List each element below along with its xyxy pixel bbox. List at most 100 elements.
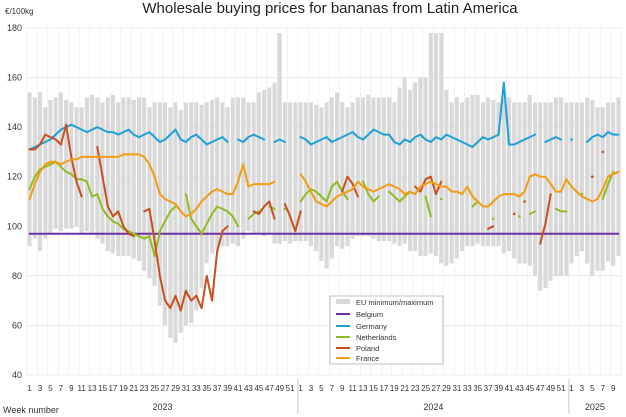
band-bar [173, 102, 178, 343]
band-bar [69, 102, 74, 229]
band-bar [564, 102, 569, 276]
series-line-france [28, 153, 276, 218]
band-bar [501, 97, 506, 254]
series-line-poland [487, 225, 495, 230]
series-point-netherlands [439, 197, 443, 201]
x-tick-label: 33 [192, 384, 201, 393]
band-bar [303, 102, 308, 242]
series-poland [28, 123, 605, 312]
x-tick-label: 31 [181, 384, 190, 393]
band-bar [324, 102, 329, 269]
x-tick-label: 47 [265, 384, 274, 393]
band-bar [454, 97, 459, 259]
band-bar [298, 102, 303, 242]
band-bar [251, 102, 256, 234]
x-tick-label: 47 [536, 384, 545, 393]
series-line-france [299, 170, 620, 208]
band-bar [209, 99, 214, 254]
band-bar [387, 97, 392, 242]
x-tick-label: 19 [119, 384, 128, 393]
x-tick-label: 3 [38, 384, 43, 393]
series-point-poland [591, 175, 594, 178]
x-tick-label: 3 [580, 384, 585, 393]
x-tick-label: 21 [129, 384, 138, 393]
year-label: 2024 [423, 402, 443, 412]
band-bar [142, 97, 147, 271]
x-tick-label: 13 [359, 384, 368, 393]
band-bar [522, 102, 527, 264]
band-bar [350, 102, 355, 239]
x-axis-label: Week number [3, 405, 59, 415]
series-line-poland [252, 200, 276, 220]
band-bar [480, 102, 485, 247]
band-bar [137, 97, 142, 261]
band-bar [157, 102, 162, 306]
band-bar [64, 99, 69, 229]
band-bar [90, 94, 95, 234]
band-bar [230, 97, 235, 244]
x-tick-label: 17 [109, 384, 118, 393]
y-tick-label: 40 [12, 370, 22, 380]
y-tick-labels: 40 60 80 100 120 140 160 180 [7, 23, 22, 380]
band-bar [163, 102, 168, 326]
band-bar [616, 97, 621, 257]
band-bar [329, 97, 334, 259]
band-bar [449, 102, 454, 264]
x-tick-label: 15 [98, 384, 107, 393]
y-tick-label: 120 [7, 172, 22, 182]
legend-entry-france: France [356, 354, 379, 363]
x-tick-label: 9 [611, 384, 616, 393]
series-line-germany [237, 133, 266, 143]
band-bar [496, 102, 501, 247]
band-bar [402, 77, 407, 244]
legend-entry-belgium: Belgium [356, 310, 383, 319]
x-tick-label: 15 [369, 384, 378, 393]
x-tick-label: 17 [379, 384, 388, 393]
band-bar [559, 97, 564, 276]
x-tick-label: 7 [59, 384, 64, 393]
x-tick-label: 37 [213, 384, 222, 393]
band-bar [277, 32, 282, 244]
series-line-poland [28, 123, 83, 198]
legend-band-swatch [336, 299, 350, 304]
band-bar [407, 89, 412, 252]
x-tick-label: 49 [546, 384, 555, 393]
band-bar [183, 102, 188, 326]
band-bar [147, 107, 152, 279]
x-tick-label: 35 [473, 384, 482, 393]
x-tick-label: 7 [601, 384, 606, 393]
x-tick-label: 43 [244, 384, 253, 393]
x-tick-label: 5 [48, 384, 53, 393]
x-tick-label: 33 [463, 384, 472, 393]
band-bar [590, 99, 595, 276]
series-line-germany [544, 136, 563, 143]
band-bar [204, 102, 209, 264]
series-point-netherlands [492, 217, 495, 221]
band-bar [444, 89, 449, 266]
x-tick-label: 51 [557, 384, 566, 393]
band-bar [48, 99, 53, 234]
x-tick-label: 45 [254, 384, 263, 393]
band-bar [611, 102, 616, 266]
y-tick-label: 180 [7, 23, 22, 33]
y-tick-label: 140 [7, 122, 22, 132]
band-bar [361, 97, 366, 237]
legend-entry-band: EU minimum/maximum [356, 298, 434, 307]
band-bar [475, 94, 480, 244]
band-bar [32, 97, 37, 239]
band-bar [58, 92, 63, 232]
band-bar [465, 97, 470, 247]
x-tick-label: 41 [505, 384, 514, 393]
band-bar [585, 97, 590, 264]
band-bar [178, 109, 183, 333]
series-line-netherlands [424, 195, 432, 218]
band-bar [553, 97, 558, 276]
series-line-poland [96, 146, 135, 238]
x-tick-label: 45 [525, 384, 534, 393]
series-line-poland [414, 175, 443, 196]
x-tick-label: 9 [69, 384, 74, 393]
y-axis-unit-label: €/100kg [5, 7, 33, 16]
band-bar [397, 87, 402, 247]
band-bar [538, 102, 543, 291]
band-bar [308, 102, 313, 247]
